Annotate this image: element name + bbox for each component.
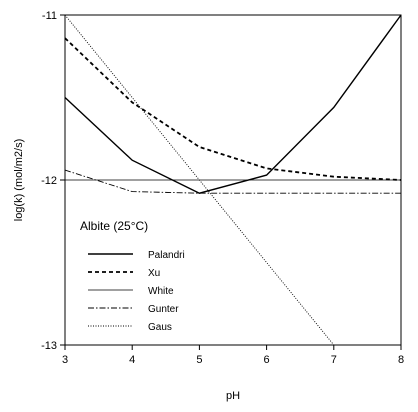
x-tick-label: 7 [331,354,337,366]
legend-label-xu: Xu [148,268,160,279]
series-line-gunter [64,169,401,194]
legend-label-gaus: Gaus [148,322,172,333]
y-axis-label: log(k) (mol/m2/s) [13,139,25,222]
legend-items: Palandri Xu White Gunter Gaus [88,250,185,333]
y-tick-label: -12 [41,175,57,187]
y-tick-label: -11 [42,10,57,22]
series-lines [64,14,402,346]
legend-label-white: White [148,286,174,297]
legend-label-palandri: Palandri [148,250,185,261]
x-tick-label: 6 [264,354,270,366]
series-line-gaus [64,14,335,346]
x-axis-ticks: 3 4 5 6 7 8 [62,345,404,366]
series-line-palandri [64,14,402,194]
legend: Albite (25°C) Palandri Xu White Gunter Gaus [80,219,185,333]
x-tick-label: 3 [62,354,68,366]
x-tick-label: 8 [398,354,404,366]
legend-title: Albite (25°C) [80,219,148,233]
series-line-xu [64,37,402,181]
x-tick-label: 5 [196,354,202,366]
y-tick-label: -13 [41,340,57,352]
legend-label-gunter: Gunter [148,304,179,315]
y-axis-ticks: -11 -12 -13 [41,10,65,352]
x-tick-label: 4 [129,354,135,366]
x-axis-label: pH [226,390,240,402]
